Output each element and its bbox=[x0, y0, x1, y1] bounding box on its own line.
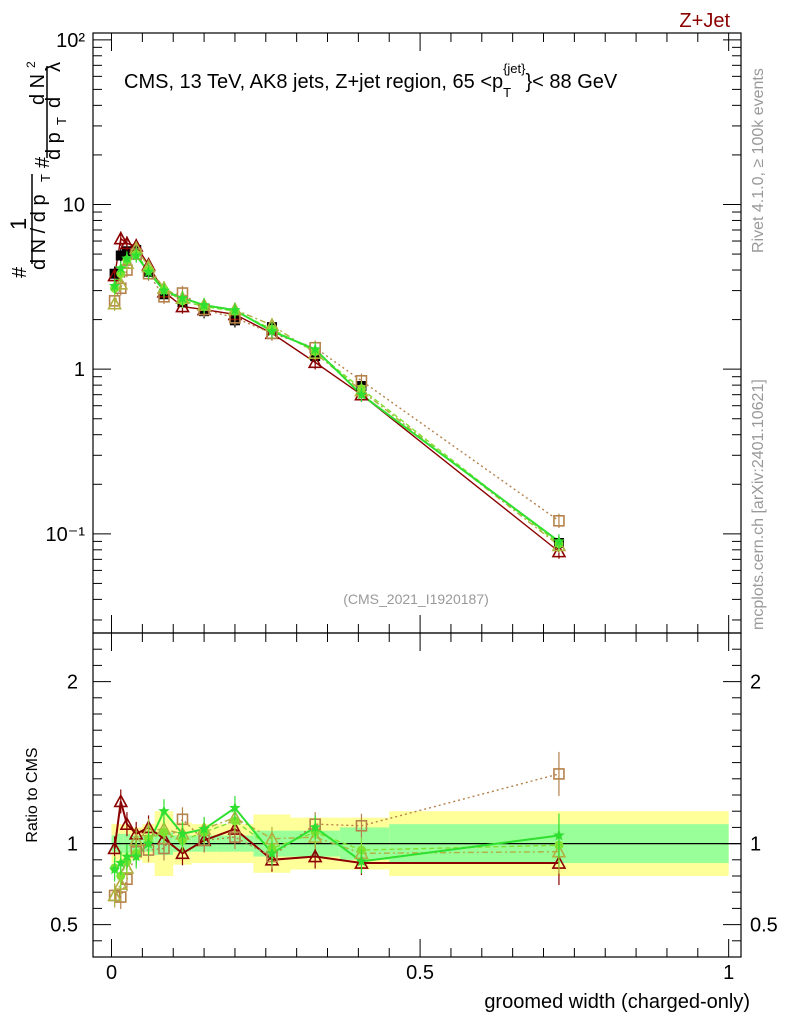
ratio-data-point bbox=[553, 829, 565, 841]
ratio-data-point bbox=[121, 850, 133, 862]
ratio-y-axis-title: Ratio to CMS bbox=[24, 747, 41, 842]
series-markers bbox=[107, 231, 567, 910]
main-data-point bbox=[158, 284, 170, 296]
svg-text:1: 1 bbox=[6, 218, 31, 230]
ratio-y-tick-label-right: 0.5 bbox=[750, 915, 778, 937]
ratio-y-tick-label-right: 2 bbox=[750, 672, 761, 694]
main-data-point bbox=[115, 262, 127, 274]
plot-title-main: CMS, 13 TeV, AK8 jets, Z+jet region, 65 … bbox=[124, 71, 503, 93]
main-y-tick-label: 10² bbox=[56, 30, 85, 52]
main-data-point bbox=[553, 515, 565, 527]
process-label: Z+Jet bbox=[679, 10, 730, 32]
ratio-data-point bbox=[115, 857, 127, 868]
ratio-data-point bbox=[307, 848, 323, 863]
svg-text:d p: d p bbox=[43, 132, 65, 160]
main-plot-frame bbox=[92, 32, 742, 634]
x-tick-label: 0 bbox=[106, 962, 117, 984]
ratio-data-point bbox=[176, 827, 189, 839]
main-data-point bbox=[176, 292, 189, 303]
x-tick-label: 0.5 bbox=[406, 962, 434, 984]
plot-title-sup: {jet} bbox=[503, 61, 526, 76]
main-data-point bbox=[115, 250, 126, 261]
main-y-tick-label: 10⁻¹ bbox=[46, 524, 86, 546]
svg-text:λ: λ bbox=[43, 62, 65, 72]
ratio-data-point bbox=[119, 816, 135, 830]
main-data-point bbox=[130, 249, 142, 261]
ratio-data-point bbox=[355, 855, 368, 867]
svg-text:T: T bbox=[54, 117, 69, 125]
ratio-data-point bbox=[130, 850, 142, 862]
main-data-point bbox=[266, 325, 278, 337]
ratio-data-point bbox=[116, 871, 126, 881]
main-data-point bbox=[307, 354, 323, 369]
main-data-point bbox=[113, 276, 129, 290]
ratio-data-point bbox=[230, 816, 240, 826]
ratio-data-point bbox=[229, 802, 241, 813]
svg-text:T: T bbox=[38, 174, 53, 182]
ratio-data-point bbox=[113, 793, 129, 808]
main-data-point bbox=[119, 235, 135, 250]
ratio-y-tick-label-right: 1 bbox=[750, 834, 761, 856]
main-data-point bbox=[113, 231, 129, 245]
main-data-point bbox=[142, 265, 155, 277]
ratio-data-point bbox=[175, 845, 190, 860]
ratio-data-point bbox=[107, 887, 122, 902]
svg-text:d: d bbox=[43, 97, 65, 108]
analysis-id: (CMS_2021_I1920187) bbox=[343, 591, 489, 607]
main-data-point bbox=[108, 280, 121, 291]
ratio-data-point bbox=[198, 823, 210, 834]
main-y-tick-label: 10 bbox=[63, 194, 85, 216]
ratio-data-point bbox=[142, 837, 155, 849]
main-data-point bbox=[355, 388, 368, 400]
ratio-data-point bbox=[553, 768, 565, 780]
ratio-data-point bbox=[309, 821, 321, 833]
ratio-y-tick-label-left: 2 bbox=[67, 672, 78, 694]
x-axis-title: groomed width (charged-only) bbox=[484, 991, 750, 1013]
svg-text:d N / d p: d N / d p bbox=[28, 194, 50, 270]
ratio-data-point bbox=[266, 847, 278, 859]
main-data-point bbox=[121, 246, 132, 257]
ratio-data-point bbox=[108, 863, 121, 875]
ratio-uncertainty-bands bbox=[93, 811, 741, 876]
main-data-point bbox=[198, 299, 210, 310]
plot-title-sub: T bbox=[503, 85, 511, 100]
ratio-data-point bbox=[159, 827, 169, 837]
main-data-point bbox=[175, 298, 190, 313]
ratio-plot-frame bbox=[92, 632, 742, 958]
main-data-point bbox=[553, 535, 565, 547]
svg-text:2: 2 bbox=[24, 61, 38, 68]
ratio-data-point bbox=[113, 876, 129, 890]
plot-title-end: }< 88 GeV bbox=[526, 71, 618, 93]
main-data-point bbox=[121, 252, 133, 264]
main-data-point bbox=[309, 343, 321, 355]
svg-text:d N: d N bbox=[27, 74, 49, 105]
main-y-axis-title: # d N / d p T 1 # d p T d d N 2 λ bbox=[6, 61, 69, 278]
ratio-y-tick-label-left: 0.5 bbox=[50, 915, 78, 937]
rivet-label: Rivet 4.1.0, ≥ 100k events bbox=[750, 68, 767, 253]
main-data-point bbox=[107, 295, 122, 310]
ratio-data-point bbox=[355, 819, 368, 832]
axis-ticks: 10⁻¹ 1 10 10² 0.5 0.5 1 1 2 2 0 0.5 1 bbox=[46, 30, 778, 984]
main-data-point bbox=[229, 304, 241, 316]
plot-title: CMS, 13 TeV, AK8 jets, Z+jet region, 65 … bbox=[124, 61, 618, 100]
svg-text:#: # bbox=[9, 266, 31, 278]
ratio-data-point bbox=[107, 840, 122, 855]
main-series-line bbox=[113, 237, 560, 553]
main-y-tick-label: 1 bbox=[74, 359, 85, 381]
x-tick-label: 1 bbox=[723, 962, 734, 984]
mcplots-label: mcplots.cern.ch [arXiv:2401.10621] bbox=[750, 379, 767, 630]
ratio-data-point bbox=[158, 805, 170, 817]
ratio-y-tick-label-left: 1 bbox=[67, 834, 78, 856]
svg-text:#: # bbox=[32, 156, 54, 168]
series-lines bbox=[113, 237, 560, 898]
